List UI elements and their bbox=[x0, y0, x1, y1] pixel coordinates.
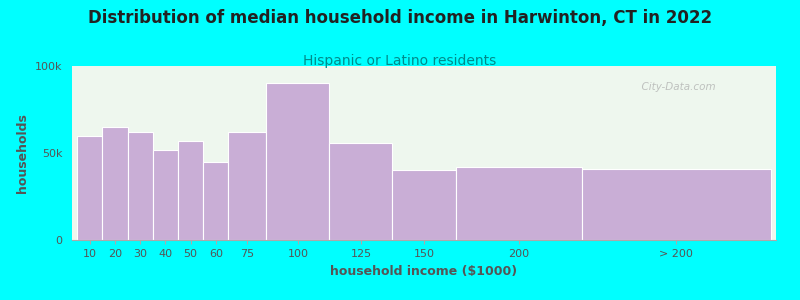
Text: City-Data.com: City-Data.com bbox=[635, 82, 716, 92]
Bar bbox=[330, 142, 393, 240]
Y-axis label: households: households bbox=[16, 113, 30, 193]
Bar bbox=[178, 141, 203, 240]
Text: Distribution of median household income in Harwinton, CT in 2022: Distribution of median household income … bbox=[88, 9, 712, 27]
X-axis label: household income ($1000): household income ($1000) bbox=[330, 265, 518, 278]
Bar bbox=[229, 132, 266, 240]
Bar bbox=[102, 127, 127, 240]
Bar bbox=[77, 136, 102, 240]
Bar bbox=[153, 149, 178, 240]
Bar bbox=[582, 169, 771, 240]
Text: Hispanic or Latino residents: Hispanic or Latino residents bbox=[303, 54, 497, 68]
Bar bbox=[127, 132, 153, 240]
Bar bbox=[203, 162, 229, 240]
Bar bbox=[455, 167, 582, 240]
Bar bbox=[266, 83, 330, 240]
Bar bbox=[393, 170, 455, 240]
